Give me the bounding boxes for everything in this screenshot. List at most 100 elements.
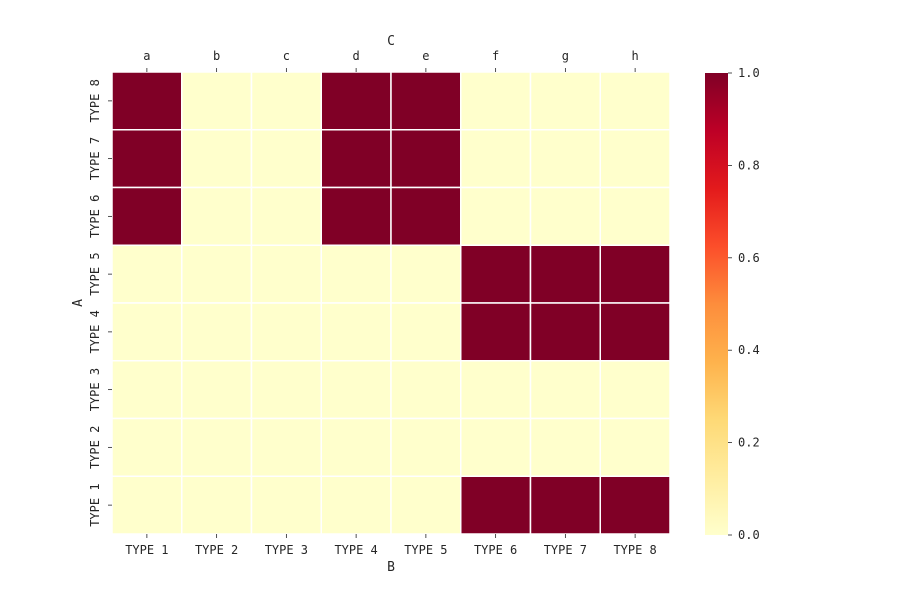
- colorbar-tick-label: 1.0: [738, 66, 760, 80]
- heatmap-cell: [181, 244, 253, 304]
- heatmap-cell: [460, 302, 532, 362]
- top-tick-label: e: [422, 49, 429, 63]
- heatmap-cell: [320, 360, 392, 420]
- heatmap-cell: [111, 71, 183, 131]
- heatmap-cell: [250, 244, 322, 304]
- y-tick-label: TYPE 5: [88, 252, 102, 295]
- heatmap-cell: [460, 71, 532, 131]
- y-tick-label: TYPE 7: [88, 137, 102, 180]
- heatmap-cell: [181, 417, 253, 477]
- x-tick-label: TYPE 8: [613, 543, 656, 557]
- colorbar-tick-label: 0.4: [738, 343, 760, 357]
- heatmap-cell: [529, 360, 601, 420]
- x-tick-label: TYPE 3: [265, 543, 308, 557]
- heatmap-cell: [320, 186, 392, 246]
- heatmap-cell: [320, 129, 392, 189]
- heatmap-cell: [529, 71, 601, 131]
- heatmap-cell: [181, 475, 253, 535]
- heatmap-cell: [250, 475, 322, 535]
- top-axis-label: C: [387, 34, 395, 49]
- heatmap-cell: [599, 186, 671, 246]
- heatmap-cell: [599, 302, 671, 362]
- heatmap-cell: [390, 186, 462, 246]
- y-axis-ticks: TYPE 8 TYPE 7 TYPE 6 TYPE 5 TYPE 4 TYPE 3 TYPE…: [88, 79, 112, 527]
- colorbar-tick-label: 0.2: [738, 436, 760, 450]
- heatmap-cell: [460, 360, 532, 420]
- heatmap-cell: [599, 129, 671, 189]
- colorbar-tick-label: 0.8: [738, 158, 760, 172]
- heatmap-cell: [390, 71, 462, 131]
- heatmap-cell: [111, 360, 183, 420]
- y-tick-label: TYPE 8: [88, 79, 102, 122]
- y-tick-label: TYPE 2: [88, 426, 102, 469]
- heatmap-cell: [111, 417, 183, 477]
- heatmap-cell: [460, 475, 532, 535]
- x-axis-bottom-ticks: TYPE 1 TYPE 2 TYPE 3 TYPE 4 TYPE 5 TYPE 6 TYPE…: [125, 534, 657, 557]
- heatmap-cell: [250, 71, 322, 131]
- heatmap-cell: [181, 360, 253, 420]
- heatmap-cell: [111, 244, 183, 304]
- x-tick-label: TYPE 1: [125, 543, 168, 557]
- heatmap-cell: [181, 129, 253, 189]
- x-tick-label: TYPE 7: [544, 543, 587, 557]
- heatmap-cell: [529, 244, 601, 304]
- y-tick-label: TYPE 3: [88, 368, 102, 411]
- heatmap-cell: [320, 71, 392, 131]
- heatmap-cell: [529, 302, 601, 362]
- heatmap-cell: [390, 244, 462, 304]
- heatmap-cell: [529, 417, 601, 477]
- heatmap-cell: [250, 129, 322, 189]
- top-tick-label: h: [632, 49, 639, 63]
- colorbar-ticks: 0.0 0.2 0.4 0.6 0.8 1.0: [728, 66, 760, 542]
- x-tick-label: TYPE 4: [334, 543, 377, 557]
- top-tick-label: c: [283, 49, 290, 63]
- heatmap-cell: [250, 302, 322, 362]
- x-axis-label: B: [387, 560, 395, 575]
- heatmap-cell: [320, 417, 392, 477]
- heatmap-cell: [529, 475, 601, 535]
- heatmap-cell: [250, 186, 322, 246]
- heatmap-cell: [111, 186, 183, 246]
- top-tick-label: a: [143, 49, 150, 63]
- top-tick-label: b: [213, 49, 220, 63]
- heatmap-cell: [250, 360, 322, 420]
- heatmap-cell: [320, 475, 392, 535]
- y-tick-label: TYPE 6: [88, 195, 102, 238]
- heatmap-cell: [599, 71, 671, 131]
- top-tick-label: d: [353, 49, 360, 63]
- heatmap-cell: [111, 129, 183, 189]
- top-tick-label: f: [492, 49, 499, 63]
- top-tick-label: g: [562, 49, 569, 63]
- heatmap-cell: [181, 71, 253, 131]
- heatmap-cell: [390, 129, 462, 189]
- x-tick-label: TYPE 2: [195, 543, 238, 557]
- x-tick-label: TYPE 5: [404, 543, 447, 557]
- x-axis-top-ticks: a b c d e f g h: [143, 49, 639, 72]
- heatmap-cell: [111, 302, 183, 362]
- heatmap-cell: [460, 186, 532, 246]
- heatmap-cell: [599, 360, 671, 420]
- y-tick-label: TYPE 1: [88, 483, 102, 526]
- heatmap-cell: [599, 244, 671, 304]
- heatmap-cell: [599, 475, 671, 535]
- heatmap-cell: [390, 302, 462, 362]
- heatmap-cell: [181, 186, 253, 246]
- y-tick-label: TYPE 4: [88, 310, 102, 353]
- heatmap-cell: [181, 302, 253, 362]
- colorbar-tick-label: 0.6: [738, 251, 760, 265]
- colorbar-tick-label: 0.0: [738, 528, 760, 542]
- heatmap-cell: [390, 360, 462, 420]
- heatmap-cell: [250, 417, 322, 477]
- heatmap-cell: [529, 129, 601, 189]
- heatmap-cells: [111, 71, 671, 535]
- heatmap-cell: [111, 475, 183, 535]
- colorbar-gradient: [705, 73, 728, 535]
- y-axis-label: A: [71, 299, 86, 307]
- heatmap-cell: [320, 244, 392, 304]
- heatmap-cell: [320, 302, 392, 362]
- heatmap-cell: [460, 417, 532, 477]
- heatmap-cell: [599, 417, 671, 477]
- heatmap-cell: [390, 475, 462, 535]
- heatmap-cell: [460, 129, 532, 189]
- heatmap-cell: [390, 417, 462, 477]
